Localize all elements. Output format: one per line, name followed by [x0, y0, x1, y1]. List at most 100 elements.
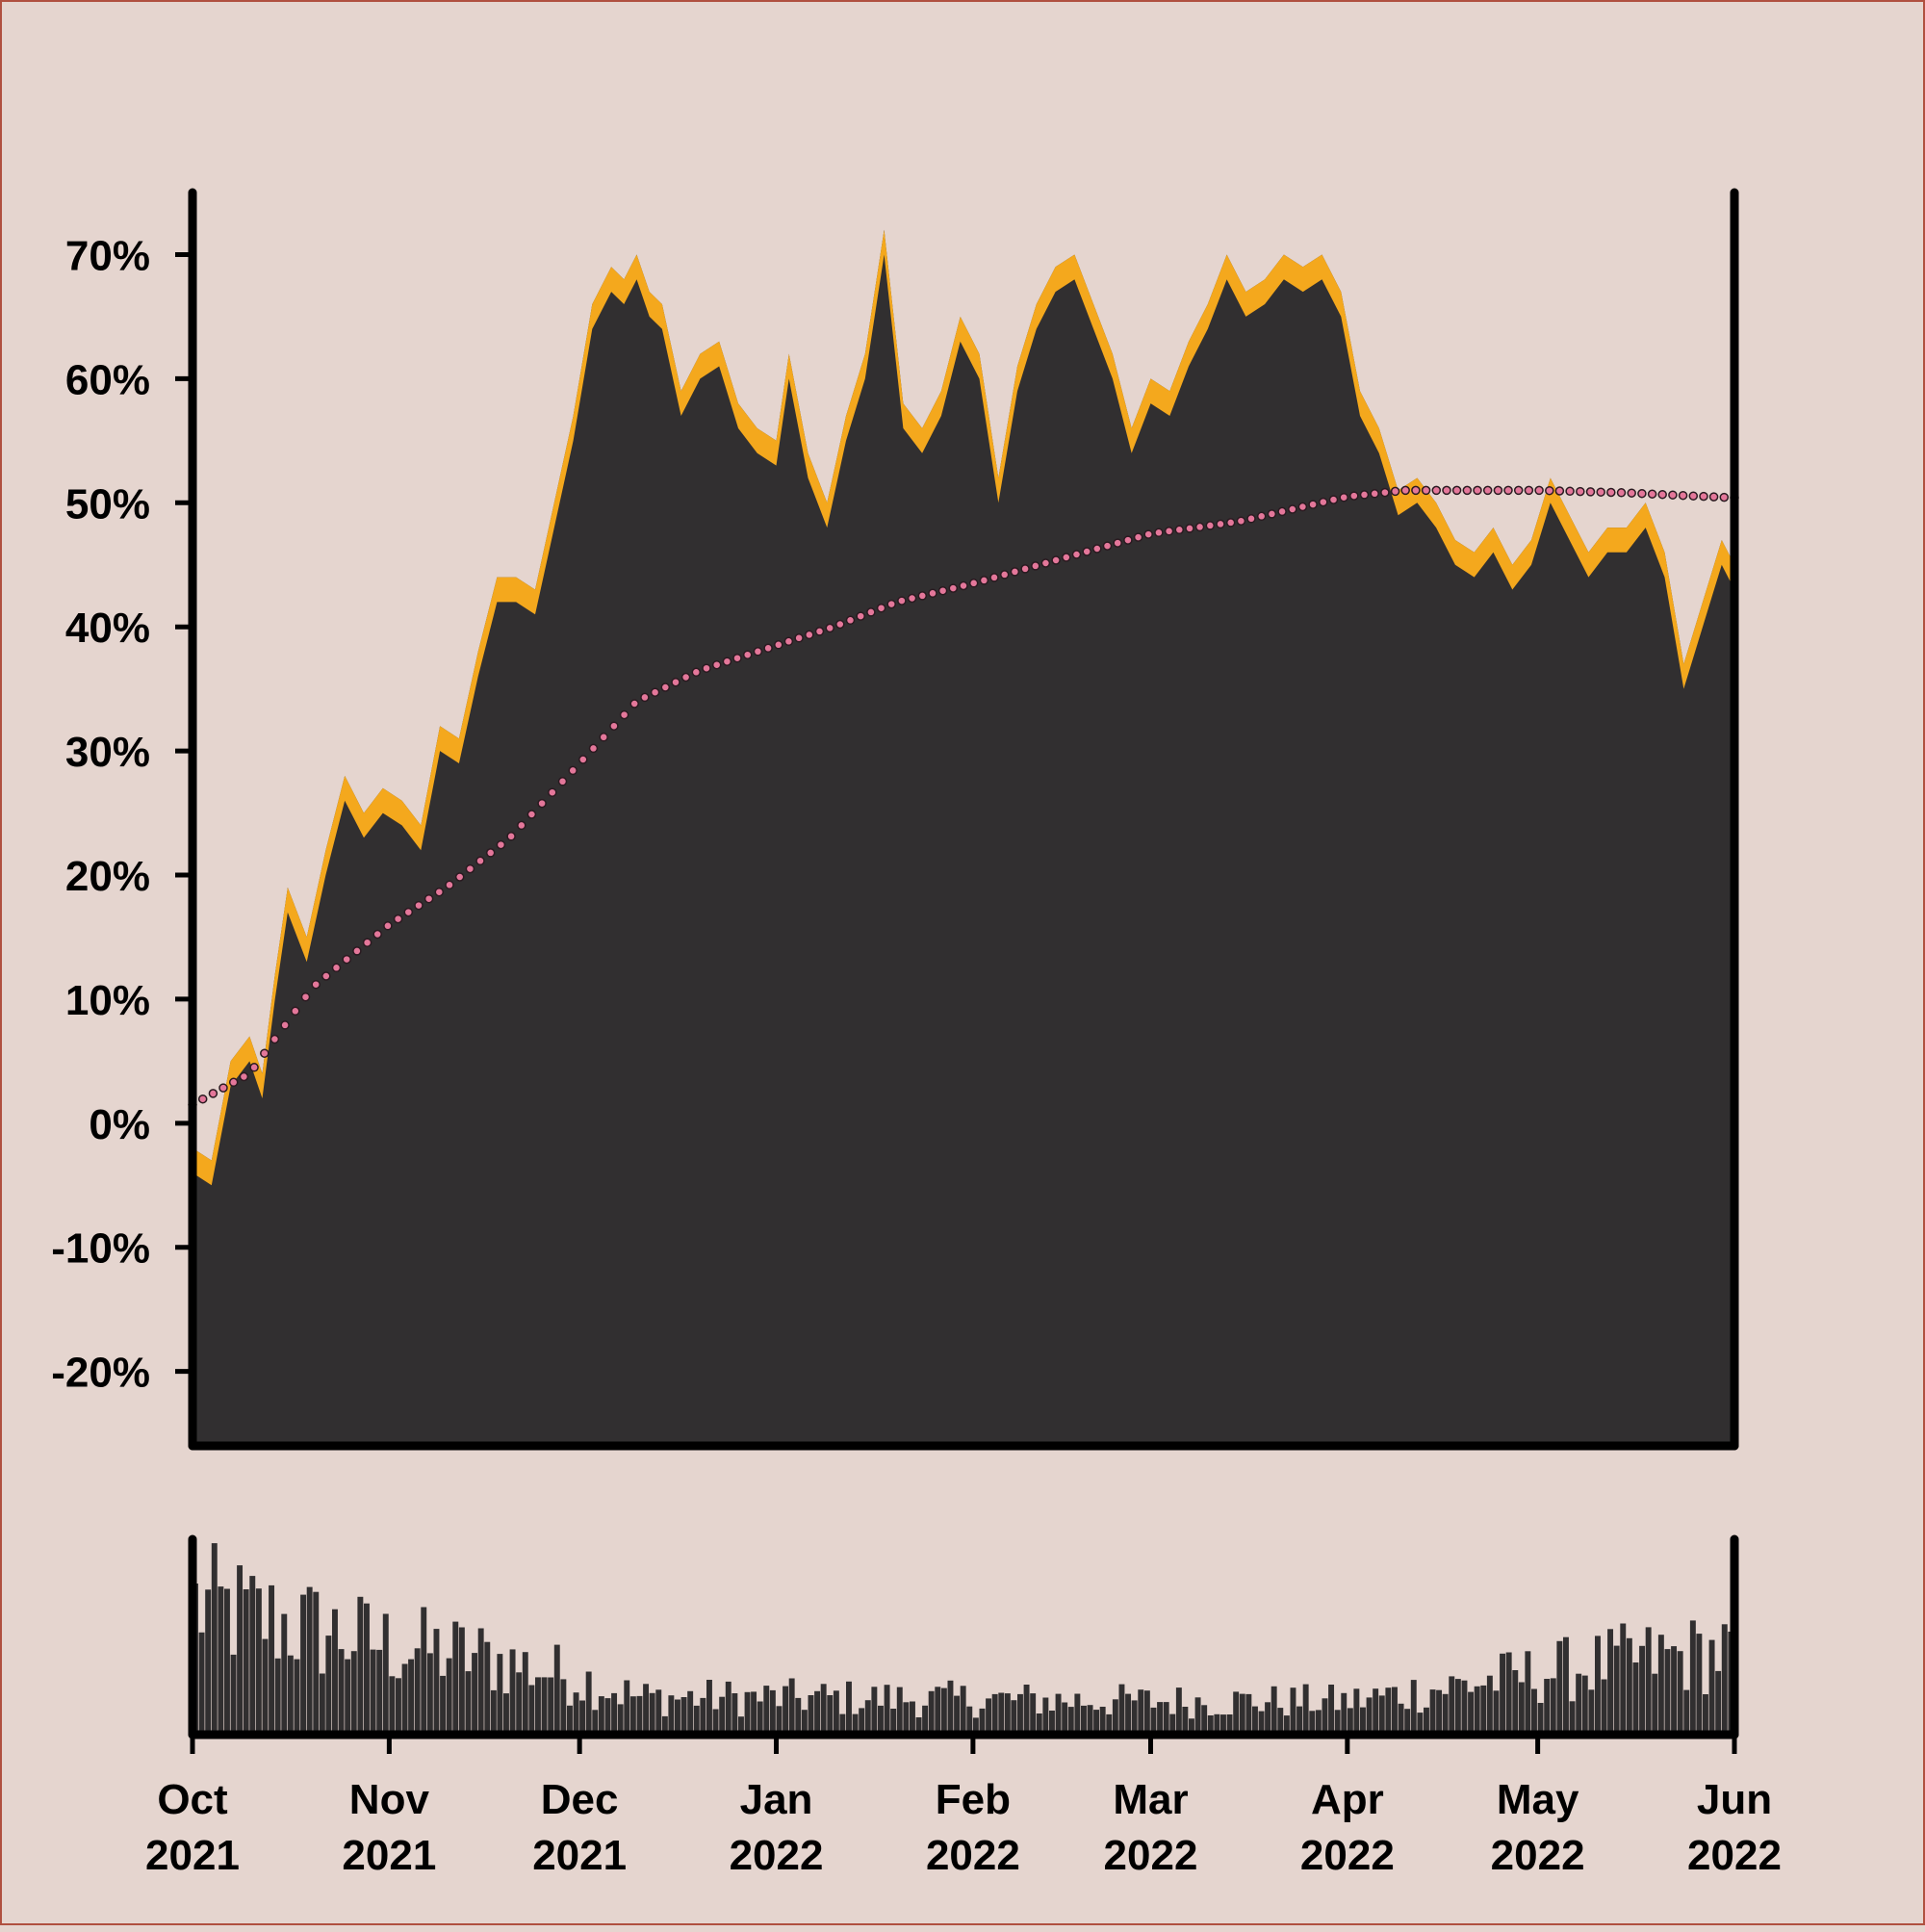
- x-tick-month: May: [1497, 1776, 1579, 1823]
- trend-point: [1678, 490, 1688, 501]
- volume-bar: [535, 1677, 541, 1735]
- trend-point: [403, 907, 414, 917]
- volume-bar: [1525, 1651, 1531, 1735]
- trend-point: [835, 619, 845, 630]
- volume-bar: [1620, 1623, 1627, 1735]
- volume-bar: [1328, 1685, 1335, 1735]
- volume-bar: [1576, 1673, 1582, 1735]
- volume-bar: [954, 1695, 961, 1735]
- volume-bar: [776, 1706, 783, 1735]
- volume-bar: [1373, 1688, 1379, 1735]
- volume-bar: [744, 1691, 751, 1735]
- trend-point: [1082, 547, 1091, 556]
- volume-bar: [1042, 1697, 1049, 1735]
- volume-bar: [414, 1648, 421, 1735]
- volume-bar: [1429, 1689, 1436, 1735]
- volume-bar: [452, 1621, 459, 1735]
- trend-point: [774, 640, 783, 650]
- trend-point: [1554, 486, 1565, 496]
- volume-bar: [1226, 1714, 1233, 1735]
- trend-point: [907, 593, 917, 604]
- trend-point: [1225, 518, 1236, 528]
- trend-point: [763, 643, 773, 654]
- trend-point: [1113, 538, 1122, 548]
- volume-bar: [1601, 1679, 1607, 1735]
- volume-bar: [1398, 1703, 1404, 1735]
- volume-bar: [1157, 1702, 1164, 1735]
- trend-point: [393, 914, 403, 924]
- volume-bar: [675, 1699, 680, 1735]
- volume-bar: [649, 1692, 655, 1735]
- trend-point: [568, 765, 578, 776]
- volume-bar: [1036, 1713, 1042, 1735]
- trend-point: [352, 946, 362, 956]
- x-tick-month: Dec: [541, 1776, 619, 1823]
- y-tick-label: 70%: [65, 232, 150, 279]
- volume-bar: [560, 1679, 567, 1735]
- volume-bar: [294, 1659, 300, 1735]
- volume-bar: [1309, 1711, 1316, 1735]
- trend-point: [485, 848, 496, 858]
- volume-bar: [1708, 1639, 1715, 1735]
- volume-bar: [548, 1677, 554, 1735]
- volume-bar: [249, 1576, 256, 1735]
- volume-bar: [947, 1680, 954, 1735]
- volume-bar: [1493, 1690, 1500, 1735]
- trend-point: [937, 585, 948, 596]
- trend-point: [260, 1048, 270, 1058]
- trend-point: [506, 832, 516, 841]
- trend-point: [1205, 521, 1216, 530]
- trend-point: [866, 607, 876, 617]
- volume-bar: [433, 1629, 440, 1735]
- volume-bar: [1417, 1713, 1424, 1735]
- trend-point: [383, 921, 393, 931]
- trend-point: [856, 611, 865, 621]
- volume-bar: [896, 1687, 903, 1735]
- volume-bar: [1392, 1687, 1398, 1735]
- volume-bar: [567, 1705, 573, 1735]
- volume-bar: [1334, 1710, 1341, 1735]
- trend-point: [526, 810, 537, 819]
- volume-bar: [281, 1613, 288, 1735]
- volume-bar: [864, 1700, 871, 1735]
- y-tick-label: 50%: [65, 480, 150, 528]
- volume-bar: [1245, 1693, 1252, 1735]
- trend-point: [1185, 524, 1194, 533]
- volume-bar: [655, 1689, 662, 1735]
- trend-point: [1020, 564, 1030, 574]
- volume-bar: [1315, 1710, 1322, 1735]
- volume-bar: [408, 1659, 415, 1735]
- trend-point: [825, 623, 834, 633]
- x-tick-month: Nov: [349, 1776, 430, 1823]
- trend-point: [1513, 485, 1524, 496]
- volume-bar: [1067, 1707, 1074, 1735]
- trend-point: [588, 743, 599, 754]
- volume-bar: [1030, 1693, 1037, 1735]
- trend-point: [1277, 506, 1287, 517]
- trend-point: [609, 721, 619, 731]
- volume-bar: [401, 1663, 408, 1735]
- volume-bar: [274, 1658, 281, 1735]
- volume-bar: [1454, 1679, 1461, 1735]
- volume-bar: [1449, 1676, 1455, 1735]
- volume-bar: [757, 1701, 763, 1735]
- trend-point: [1411, 485, 1421, 496]
- volume-bar: [1632, 1662, 1639, 1735]
- trend-point: [537, 798, 547, 809]
- trend-point: [1062, 553, 1071, 562]
- trend-point: [1719, 492, 1730, 502]
- volume-bar: [598, 1696, 604, 1735]
- volume-bar: [814, 1690, 821, 1735]
- volume-bar: [1049, 1711, 1055, 1735]
- volume-bar: [611, 1692, 618, 1735]
- volume-bar: [719, 1696, 726, 1735]
- volume-bar: [1347, 1708, 1353, 1735]
- trend-point: [548, 787, 557, 797]
- trend-point: [897, 596, 907, 605]
- volume-bar: [300, 1594, 307, 1735]
- volume-bar: [1550, 1678, 1556, 1735]
- volume-bar: [960, 1686, 966, 1735]
- volume-bar: [1385, 1687, 1392, 1735]
